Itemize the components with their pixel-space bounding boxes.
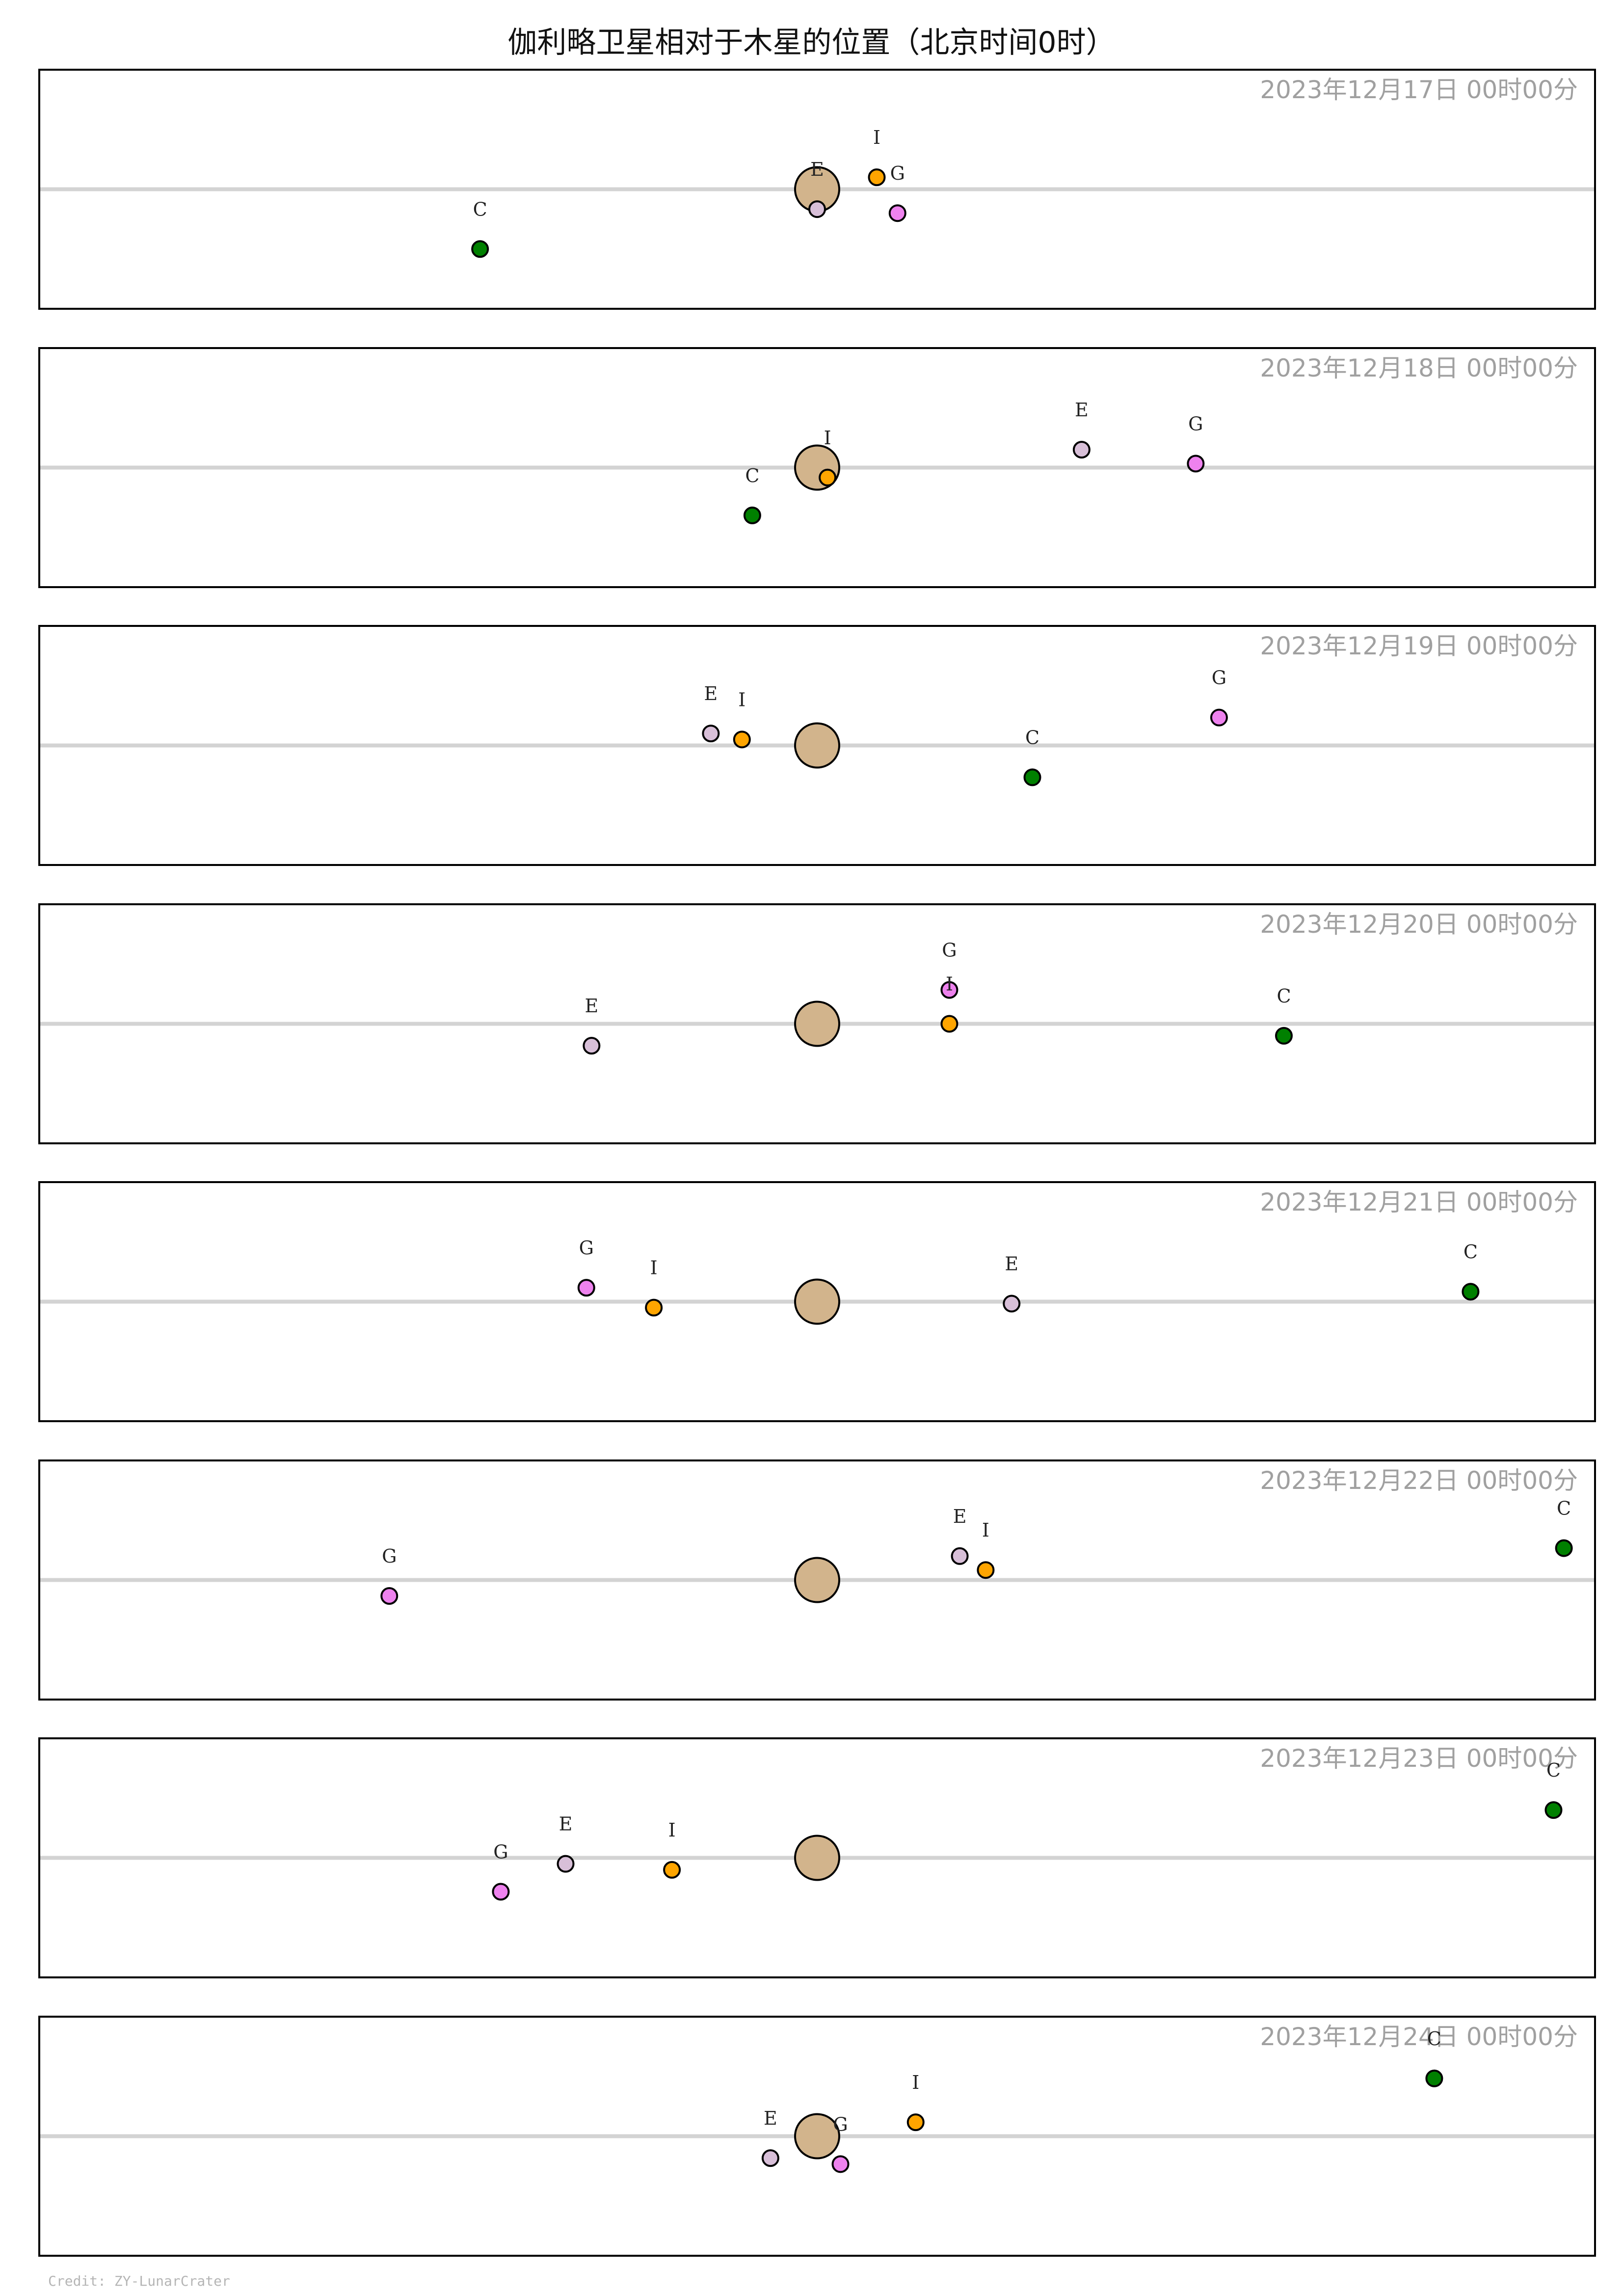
moon-G-marker: [380, 1587, 399, 1605]
chart-title: 伽利略卫星相对于木星的位置（北京时间0时）: [507, 26, 1116, 60]
panel-date-label: 2023年12月17日 00时00分: [1260, 76, 1578, 104]
moon-G-label: G: [382, 1545, 397, 1567]
panel-day-2: 2023年12月18日 00时00分 C I E G: [38, 347, 1596, 588]
moon-E-label: E: [704, 683, 718, 704]
moon-C-label: C: [1546, 1759, 1561, 1781]
moon-G-marker: [577, 1279, 595, 1297]
panel-day-4: 2023年12月20日 00时00分 E GI C: [38, 903, 1596, 1144]
moon-E-label: E: [810, 159, 824, 180]
moon-I-marker: [645, 1298, 663, 1317]
moon-C-marker: [743, 506, 761, 524]
moon-G-label: G: [942, 940, 957, 961]
moon-C-marker: [471, 240, 489, 258]
moon-I-label: I: [873, 127, 880, 148]
panel-day-1: 2023年12月17日 00时00分 C E IG: [38, 69, 1596, 310]
moon-C-label: C: [1557, 1498, 1571, 1519]
moon-C-label: C: [1427, 2028, 1441, 2050]
moon-I-label: I: [668, 1819, 676, 1841]
jupiter-disc: [794, 1278, 840, 1325]
moon-I-marker: [977, 1561, 995, 1579]
moon-I-label: I: [946, 973, 953, 995]
jupiter-disc: [794, 1000, 840, 1047]
moon-I-marker: [868, 168, 886, 187]
moon-G-marker: [1210, 708, 1228, 727]
moon-E-marker: [557, 1855, 575, 1873]
moon-G-label: G: [493, 1841, 508, 1863]
moon-E-label: E: [585, 995, 598, 1017]
moon-G-label: G: [890, 162, 905, 184]
panel-day-7: 2023年12月23日 00时00分 G E I C: [38, 1737, 1596, 1978]
moon-E-label: E: [559, 1813, 573, 1835]
moon-E-marker: [1072, 440, 1091, 459]
panel-date-label: 2023年12月23日 00时00分: [1260, 1744, 1578, 1773]
moon-C-marker: [1555, 1539, 1573, 1557]
moon-C-label: C: [1025, 727, 1039, 748]
moon-I-marker: [940, 1015, 958, 1033]
moon-G-marker: [888, 204, 906, 222]
moon-G-label: G: [1212, 667, 1226, 689]
moon-E-marker: [702, 725, 720, 743]
moon-E-marker: [583, 1037, 601, 1055]
moon-E-marker: [761, 2149, 779, 2167]
moon-G-label: G: [1188, 413, 1203, 434]
moon-I-marker: [663, 1861, 681, 1879]
moon-I-label: I: [982, 1519, 989, 1541]
moon-C-marker: [1023, 768, 1041, 786]
moon-E-label: E: [764, 2107, 777, 2129]
moon-E-label: E: [1005, 1253, 1018, 1275]
moon-G-marker: [831, 2155, 850, 2173]
moon-I-marker: [906, 2113, 925, 2132]
jupiter-disc: [794, 1557, 840, 1603]
panel-day-8: 2023年12月24日 00时00分 E G I C: [38, 2016, 1596, 2257]
panel-date-label: 2023年12月18日 00时00分: [1260, 354, 1578, 382]
moon-G-label: G: [579, 1237, 594, 1259]
moon-C-label: C: [1277, 985, 1291, 1007]
moon-E-marker: [1003, 1295, 1021, 1313]
moon-I-marker: [819, 468, 837, 486]
moon-I-label: I: [912, 2072, 919, 2093]
jupiter-disc: [794, 722, 840, 769]
panel-date-label: 2023年12月22日 00时00分: [1260, 1466, 1578, 1495]
jupiter-disc: [794, 2113, 840, 2160]
panel-day-6: 2023年12月22日 00时00分 G EI C: [38, 1459, 1596, 1701]
moon-G-label: G: [833, 2113, 848, 2135]
moon-C-marker: [1425, 2069, 1443, 2087]
moon-E-marker: [951, 1547, 969, 1565]
moon-C-marker: [1462, 1283, 1480, 1301]
moon-I-marker: [733, 730, 751, 749]
moon-G-marker: [940, 981, 958, 999]
moon-C-label: C: [1463, 1241, 1478, 1263]
moon-C-marker: [1544, 1801, 1563, 1819]
moon-E-label: E: [953, 1506, 967, 1527]
panel-date-label: 2023年12月20日 00时00分: [1260, 910, 1578, 939]
moon-I-label: I: [738, 689, 745, 710]
moon-E-label: E: [1075, 399, 1089, 421]
moon-C-label: C: [745, 465, 759, 486]
moon-I-label: I: [650, 1257, 658, 1279]
panel-day-3: 2023年12月19日 00时00分 E I C G: [38, 625, 1596, 866]
moon-C-label: C: [473, 198, 487, 220]
panel-date-label: 2023年12月21日 00时00分: [1260, 1188, 1578, 1216]
panel-day-5: 2023年12月21日 00时00分 G I E C: [38, 1181, 1596, 1422]
moon-I-label: I: [824, 427, 831, 449]
moon-G-marker: [1187, 455, 1205, 473]
jupiter-disc: [794, 1835, 840, 1881]
credit-text: Credit: ZY-LunarCrater: [48, 2273, 230, 2289]
moon-G-marker: [492, 1883, 510, 1901]
moon-C-marker: [1275, 1026, 1293, 1045]
panel-date-label: 2023年12月19日 00时00分: [1260, 632, 1578, 660]
moon-E-marker: [808, 200, 826, 218]
panel-date-label: 2023年12月24日 00时00分: [1260, 2023, 1578, 2051]
